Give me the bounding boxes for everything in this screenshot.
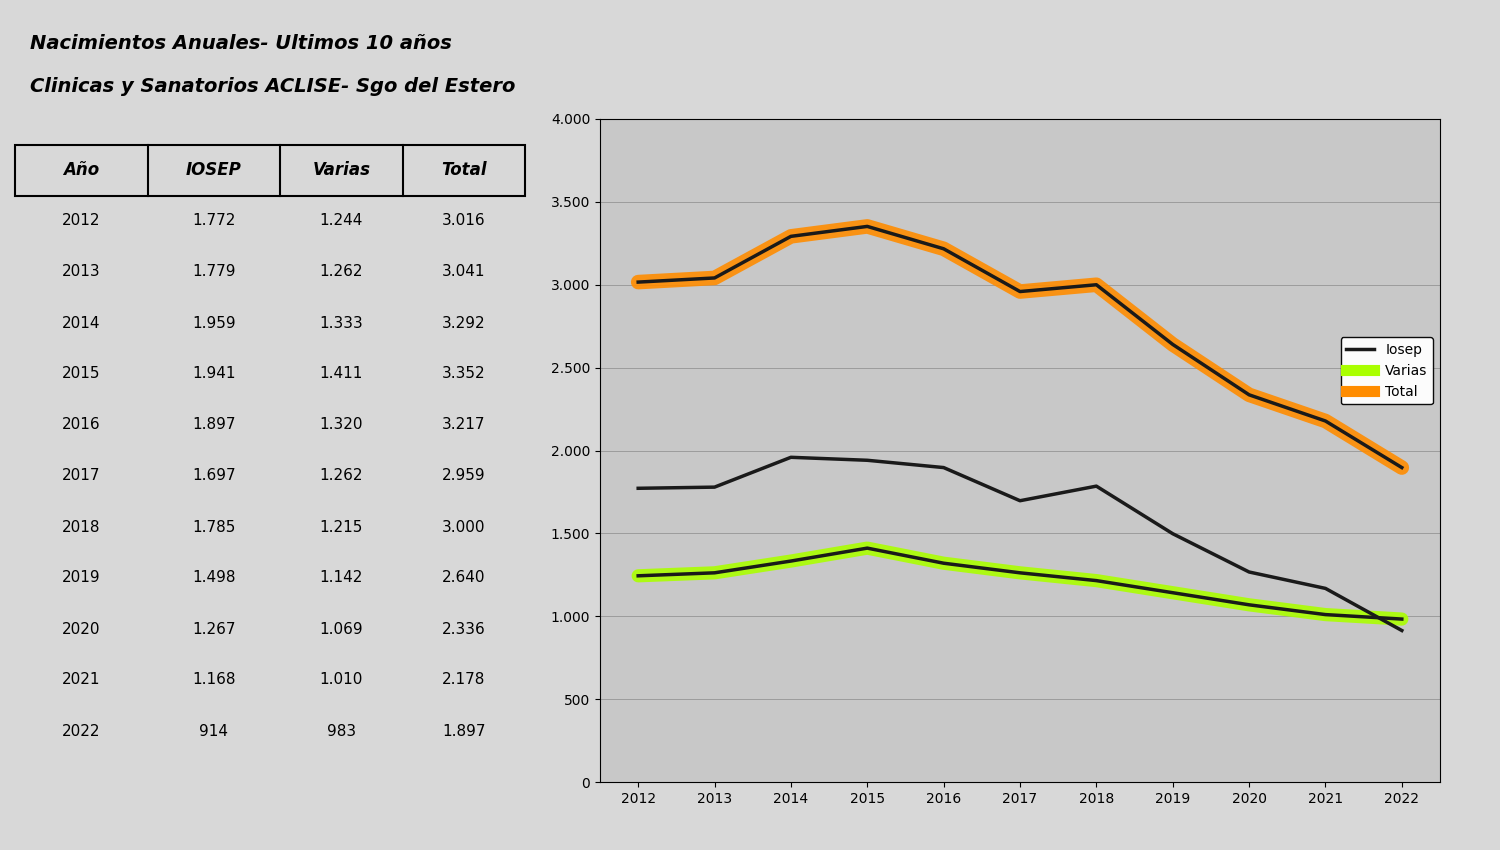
Text: Clinicas y Sanatorios ACLISE- Sgo del Estero: Clinicas y Sanatorios ACLISE- Sgo del Es…: [30, 76, 516, 95]
Text: 1.142: 1.142: [320, 570, 363, 586]
Text: 1.069: 1.069: [320, 621, 363, 637]
Text: 1.244: 1.244: [320, 213, 363, 229]
Text: 2019: 2019: [62, 570, 100, 586]
Text: 1.779: 1.779: [192, 264, 236, 280]
Legend: Iosep, Varias, Total: Iosep, Varias, Total: [1341, 337, 1432, 405]
Text: 3.292: 3.292: [442, 315, 486, 331]
Text: 3.352: 3.352: [442, 366, 486, 382]
Text: 1.010: 1.010: [320, 672, 363, 688]
Text: IOSEP: IOSEP: [186, 161, 242, 179]
Text: 1.215: 1.215: [320, 519, 363, 535]
Text: Varias: Varias: [312, 161, 370, 179]
Text: 2.640: 2.640: [442, 570, 486, 586]
Text: 2014: 2014: [62, 315, 100, 331]
Text: 2016: 2016: [62, 417, 100, 433]
Text: 1.168: 1.168: [192, 672, 236, 688]
Text: 1.897: 1.897: [192, 417, 236, 433]
Text: Año: Año: [63, 161, 99, 179]
Text: Nacimientos Anuales- Ultimos 10 años: Nacimientos Anuales- Ultimos 10 años: [30, 34, 451, 53]
Text: 2.336: 2.336: [442, 621, 486, 637]
Text: 1.267: 1.267: [192, 621, 236, 637]
Text: 2020: 2020: [62, 621, 100, 637]
Text: 1.262: 1.262: [320, 468, 363, 484]
Text: 1.262: 1.262: [320, 264, 363, 280]
Text: 1.785: 1.785: [192, 519, 236, 535]
Text: Total: Total: [441, 161, 486, 179]
Text: 2012: 2012: [62, 213, 100, 229]
Text: 2.959: 2.959: [442, 468, 486, 484]
Text: 2015: 2015: [62, 366, 100, 382]
Text: 1.959: 1.959: [192, 315, 236, 331]
Text: 983: 983: [327, 723, 356, 739]
Text: 2018: 2018: [62, 519, 100, 535]
Text: 1.897: 1.897: [442, 723, 486, 739]
Text: 3.217: 3.217: [442, 417, 486, 433]
Text: 914: 914: [200, 723, 228, 739]
Text: 1.697: 1.697: [192, 468, 236, 484]
Text: 2.178: 2.178: [442, 672, 486, 688]
Text: 2022: 2022: [62, 723, 100, 739]
Text: 3.016: 3.016: [442, 213, 486, 229]
Text: 1.772: 1.772: [192, 213, 236, 229]
Text: 1.411: 1.411: [320, 366, 363, 382]
Text: 1.498: 1.498: [192, 570, 236, 586]
Text: 2017: 2017: [62, 468, 100, 484]
Text: 1.320: 1.320: [320, 417, 363, 433]
Text: 3.000: 3.000: [442, 519, 486, 535]
Text: 2013: 2013: [62, 264, 100, 280]
Text: 3.041: 3.041: [442, 264, 486, 280]
Text: 1.941: 1.941: [192, 366, 236, 382]
Text: 1.333: 1.333: [320, 315, 363, 331]
Text: 2021: 2021: [62, 672, 100, 688]
